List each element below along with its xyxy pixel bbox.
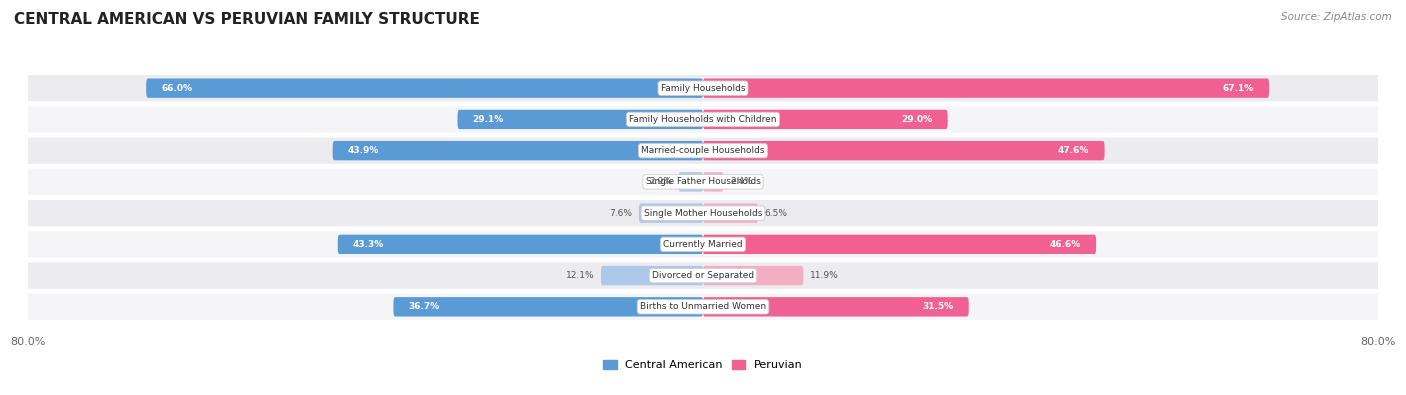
Text: 46.6%: 46.6% bbox=[1050, 240, 1081, 249]
Text: Single Father Households: Single Father Households bbox=[645, 177, 761, 186]
FancyBboxPatch shape bbox=[703, 110, 948, 129]
Text: 36.7%: 36.7% bbox=[409, 302, 440, 311]
FancyBboxPatch shape bbox=[20, 106, 1386, 133]
FancyBboxPatch shape bbox=[703, 203, 758, 223]
Text: CENTRAL AMERICAN VS PERUVIAN FAMILY STRUCTURE: CENTRAL AMERICAN VS PERUVIAN FAMILY STRU… bbox=[14, 12, 479, 27]
Text: 47.6%: 47.6% bbox=[1057, 146, 1090, 155]
Text: 67.1%: 67.1% bbox=[1223, 84, 1254, 93]
FancyBboxPatch shape bbox=[20, 137, 1386, 164]
Text: 7.6%: 7.6% bbox=[609, 209, 633, 218]
FancyBboxPatch shape bbox=[333, 141, 703, 160]
FancyBboxPatch shape bbox=[703, 141, 1105, 160]
FancyBboxPatch shape bbox=[703, 79, 1270, 98]
Text: 43.9%: 43.9% bbox=[347, 146, 380, 155]
Text: 11.9%: 11.9% bbox=[810, 271, 839, 280]
FancyBboxPatch shape bbox=[20, 200, 1386, 226]
Text: Source: ZipAtlas.com: Source: ZipAtlas.com bbox=[1281, 12, 1392, 22]
FancyBboxPatch shape bbox=[638, 203, 703, 223]
Text: 43.3%: 43.3% bbox=[353, 240, 384, 249]
FancyBboxPatch shape bbox=[20, 231, 1386, 258]
FancyBboxPatch shape bbox=[679, 172, 703, 192]
Text: Divorced or Separated: Divorced or Separated bbox=[652, 271, 754, 280]
Text: 31.5%: 31.5% bbox=[922, 302, 953, 311]
Text: 66.0%: 66.0% bbox=[162, 84, 193, 93]
FancyBboxPatch shape bbox=[457, 110, 703, 129]
FancyBboxPatch shape bbox=[703, 266, 803, 285]
FancyBboxPatch shape bbox=[20, 75, 1386, 101]
Text: 12.1%: 12.1% bbox=[565, 271, 595, 280]
FancyBboxPatch shape bbox=[20, 169, 1386, 195]
FancyBboxPatch shape bbox=[20, 294, 1386, 320]
FancyBboxPatch shape bbox=[703, 297, 969, 316]
FancyBboxPatch shape bbox=[600, 266, 703, 285]
FancyBboxPatch shape bbox=[703, 172, 723, 192]
FancyBboxPatch shape bbox=[703, 235, 1097, 254]
Text: Currently Married: Currently Married bbox=[664, 240, 742, 249]
Text: Family Households: Family Households bbox=[661, 84, 745, 93]
Text: Births to Unmarried Women: Births to Unmarried Women bbox=[640, 302, 766, 311]
Text: 6.5%: 6.5% bbox=[765, 209, 787, 218]
Text: Single Mother Households: Single Mother Households bbox=[644, 209, 762, 218]
Legend: Central American, Peruvian: Central American, Peruvian bbox=[599, 355, 807, 374]
FancyBboxPatch shape bbox=[337, 235, 703, 254]
Text: 2.4%: 2.4% bbox=[730, 177, 752, 186]
Text: Family Households with Children: Family Households with Children bbox=[630, 115, 776, 124]
Text: 29.0%: 29.0% bbox=[901, 115, 932, 124]
Text: Married-couple Households: Married-couple Households bbox=[641, 146, 765, 155]
FancyBboxPatch shape bbox=[20, 262, 1386, 289]
FancyBboxPatch shape bbox=[394, 297, 703, 316]
Text: 2.9%: 2.9% bbox=[650, 177, 672, 186]
Text: 29.1%: 29.1% bbox=[472, 115, 503, 124]
FancyBboxPatch shape bbox=[146, 79, 703, 98]
